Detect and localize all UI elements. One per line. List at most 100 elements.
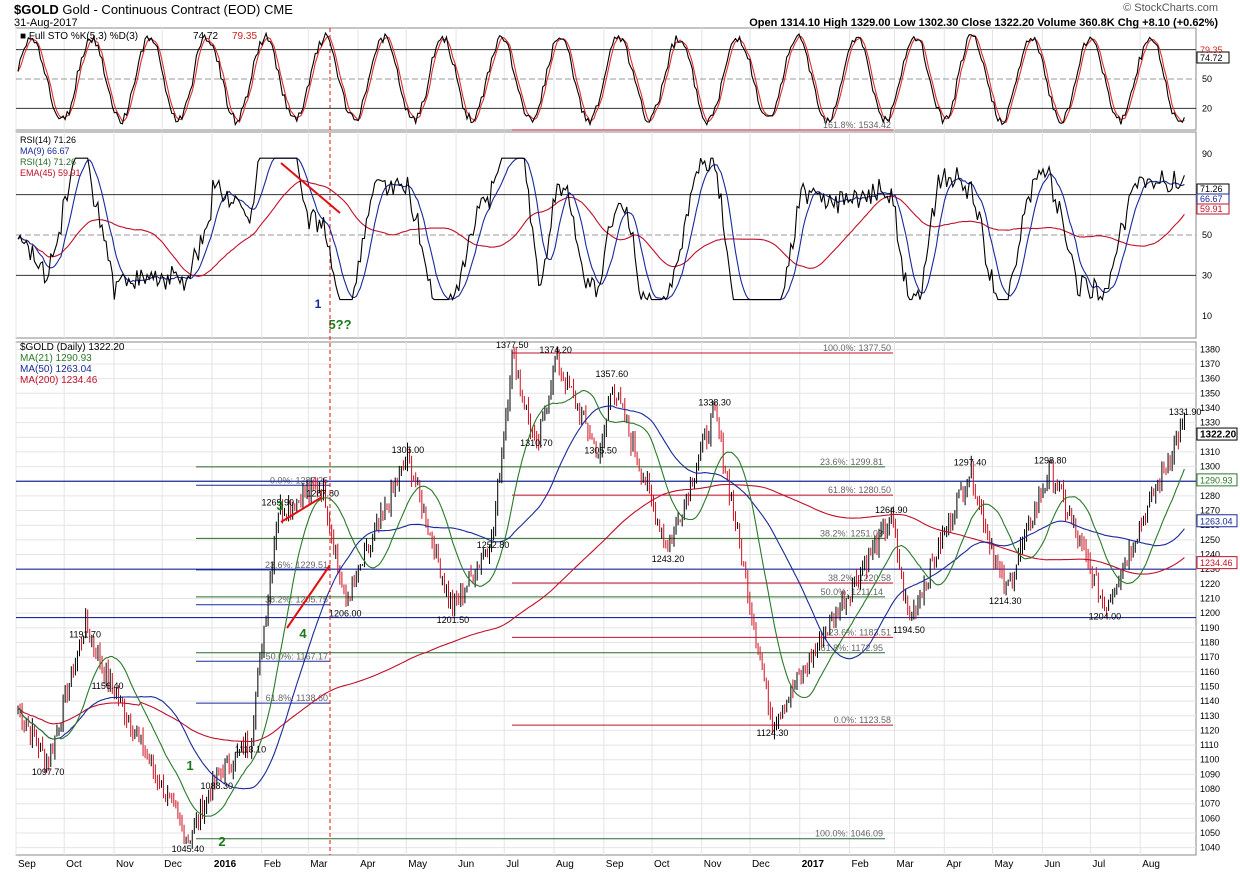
x-tick-label: Mar: [310, 859, 328, 870]
wave-label: 1: [186, 758, 193, 773]
sto-tick-label: 20: [1202, 103, 1212, 113]
swing-price-label: 1305.50: [584, 446, 617, 456]
price-legend-item: MA(50) 1263.04: [20, 364, 92, 375]
price-tick-label: 1180: [1200, 637, 1219, 647]
rsi-legend-item: EMA(45) 59.91: [20, 168, 81, 178]
x-tick-label: Aug: [1142, 859, 1160, 870]
rsi-legend-item: MA(9) 66.67: [20, 146, 70, 156]
exchange: CME: [264, 2, 293, 17]
price-tick-label: 1040: [1200, 843, 1220, 853]
x-tick-label: Dec: [752, 859, 770, 870]
chart-date: 31-Aug-2017: [14, 17, 78, 29]
swing-price-label: 1045.40: [172, 844, 205, 854]
fib-level-label: 0.0%: 1287.25: [270, 475, 328, 485]
swing-price-label: 1297.40: [954, 457, 987, 467]
sto-k-tag: 74.72: [1200, 53, 1223, 63]
price-tick-label: 1140: [1200, 696, 1219, 706]
fib-level-label: 38.2%: 1205.75: [265, 595, 328, 605]
fib-level-label: 50.0%: 1211.14: [821, 587, 883, 597]
x-tick-label: Apr: [946, 859, 962, 870]
x-tick-label: May: [994, 859, 1013, 870]
swing-price-label: 1306.00: [392, 445, 425, 455]
rsi-tick-label: 10: [1202, 311, 1212, 321]
sto-k-line: [17, 31, 1185, 127]
ma50-tag-box: [1196, 514, 1238, 528]
price-tick-label: 1130: [1200, 711, 1219, 721]
last-price-tag-box: [1196, 427, 1238, 441]
swing-price-label: 1088.30: [200, 781, 233, 791]
swing-price-label: 1097.70: [32, 767, 65, 777]
swing-price-label: 1377.50: [496, 340, 529, 350]
price-legend-item: $GOLD (Daily) 1322.20: [20, 342, 125, 353]
wave-label: 2: [218, 834, 225, 849]
swing-price-label: 1357.60: [596, 369, 629, 379]
wave-trend-line: [286, 564, 331, 629]
x-tick-label: Feb: [264, 859, 282, 870]
price-tick-label: 1210: [1200, 594, 1220, 604]
price-tick-label: 1240: [1200, 550, 1220, 560]
price-tick-label: 1050: [1200, 828, 1220, 838]
wave-trend-line: [280, 496, 323, 523]
swing-price-label: 1331.90: [1169, 407, 1202, 417]
price-tick-label: 1230: [1200, 564, 1220, 574]
rsi-tick-label: 30: [1202, 270, 1212, 280]
watermark: © StockCharts.com: [1123, 2, 1218, 14]
swing-price-label: 1191.70: [69, 629, 101, 639]
price-tick-label: 1300: [1200, 462, 1220, 472]
fib-level-label: 23.6%: 1183.51: [829, 627, 891, 637]
chart-title: $GOLD Gold - Continuous Contract (EOD) C…: [14, 2, 293, 17]
x-tick-label: Apr: [360, 859, 376, 870]
x-tick-label: Jun: [458, 859, 474, 870]
x-tick-label: Jul: [506, 859, 519, 870]
price-tick-label: 1080: [1200, 784, 1220, 794]
rsi-legend-item: RSI(14) 71.26: [20, 135, 76, 145]
swing-price-label: 1252.80: [477, 540, 510, 550]
price-tick-label: 1350: [1200, 388, 1220, 398]
x-tick-label: Jun: [1044, 859, 1060, 870]
sto-legend: ■ Full STO %K(5,3) %D(3): [20, 31, 138, 42]
rsi-divergence-line: [280, 162, 341, 214]
price-tick-label: 1160: [1200, 667, 1219, 677]
price-legend-item: MA(21) 1290.93: [20, 353, 92, 364]
ma21-line: [17, 389, 1185, 817]
swing-price-label: 1113.10: [235, 745, 266, 755]
ma21-tag: 1290.93: [1200, 475, 1233, 485]
fib-level-label: 100.0%: 1377.50: [823, 343, 891, 353]
price-tick-label: 1370: [1200, 359, 1220, 369]
x-tick-label: Aug: [556, 859, 574, 870]
x-tick-label: 2017: [802, 859, 825, 870]
swing-price-label: 1243.20: [652, 554, 685, 564]
x-tick-label: Jul: [1092, 859, 1105, 870]
rsi-value-tag: 66.67: [1200, 194, 1223, 204]
x-tick-label: Mar: [896, 859, 914, 870]
price-tick-label: 1250: [1200, 535, 1220, 545]
fib-level-label: 61.8%: 1280.50: [828, 485, 891, 495]
wave-label: 1: [315, 297, 322, 311]
swing-price-label: 1298.80: [1034, 455, 1067, 465]
rsi-tick-label: 50: [1202, 230, 1212, 240]
sto-k-tag-box: [1196, 51, 1230, 64]
last-price-tag: 1322.20: [1200, 430, 1237, 441]
sto-k-value: 74.72: [193, 31, 218, 42]
fib-level-label: 38.2%: 1251.03: [820, 528, 883, 538]
rsi-ema-line: [17, 179, 1185, 277]
fib-level-label: 23.6%: 1299.81: [820, 457, 883, 467]
rsi-value-tag: 59.91: [1200, 204, 1223, 214]
fib-level-label: 0.0%: 1123.58: [834, 715, 891, 725]
rsi-tag-box: [1196, 203, 1230, 215]
ma50-line: [17, 405, 1185, 790]
price-tick-label: 1200: [1200, 608, 1220, 618]
price-tick-label: 1070: [1200, 799, 1220, 809]
price-tick-label: 1280: [1200, 491, 1220, 501]
rsi-ma-line: [17, 157, 1185, 301]
price-tick-label: 1330: [1200, 418, 1220, 428]
x-tick-label: Nov: [704, 859, 722, 870]
price-tick-label: 1150: [1200, 681, 1219, 691]
price-tick-label: 1100: [1200, 755, 1219, 765]
price-tick-label: 1360: [1200, 374, 1220, 384]
fib-level-label: 50.0%: 1167.17: [266, 651, 328, 661]
price-legend-item: MA(200) 1234.46: [20, 375, 98, 386]
x-tick-label: May: [408, 859, 427, 870]
symbol: $GOLD: [14, 2, 59, 17]
swing-price-label: 1287.80: [306, 488, 339, 498]
